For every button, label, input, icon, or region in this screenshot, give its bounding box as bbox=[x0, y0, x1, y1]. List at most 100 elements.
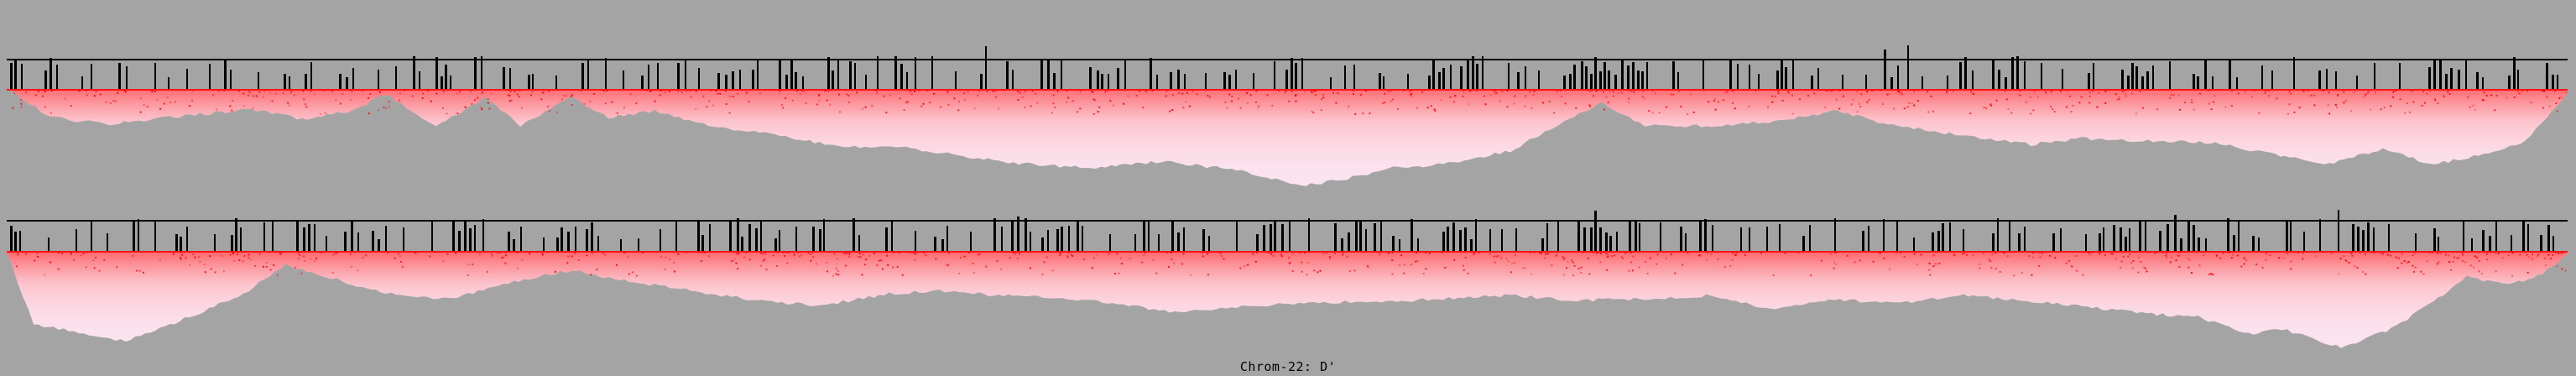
ld-cell bbox=[519, 90, 521, 92]
snp-marker bbox=[2517, 70, 2519, 89]
ld-cell bbox=[2480, 273, 2483, 275]
snp-marker bbox=[14, 60, 17, 89]
ld-cell bbox=[2096, 106, 2099, 108]
ld-cell bbox=[1927, 111, 1930, 113]
snp-marker bbox=[1749, 65, 1750, 89]
ld-cell bbox=[947, 252, 950, 254]
snp-marker bbox=[1998, 70, 2000, 89]
ld-cell bbox=[109, 102, 112, 105]
ld-cell bbox=[2118, 98, 2120, 101]
ld-cell bbox=[2258, 112, 2261, 114]
ld-cell bbox=[2467, 96, 2469, 98]
snp-marker bbox=[1949, 222, 1951, 251]
snp-marker bbox=[1124, 60, 1126, 89]
ld-cell bbox=[1066, 254, 1069, 257]
ld-cell bbox=[2032, 91, 2035, 93]
ld-cell bbox=[1311, 91, 1313, 94]
ld-cell bbox=[1748, 105, 1750, 107]
snp-marker bbox=[1947, 76, 1948, 89]
ld-cell bbox=[508, 100, 511, 102]
snp-marker bbox=[1660, 222, 1661, 251]
ld-cell bbox=[1410, 93, 1412, 96]
snp-marker bbox=[2482, 77, 2484, 89]
ld-cell bbox=[275, 92, 278, 95]
ld-cell bbox=[759, 92, 761, 95]
snp-marker bbox=[1383, 76, 1384, 89]
ld-cell bbox=[695, 90, 697, 92]
ld-cell bbox=[901, 274, 904, 276]
snp-marker bbox=[1097, 70, 1099, 89]
ld-cell bbox=[324, 112, 326, 114]
ld-cell bbox=[889, 94, 891, 97]
ld-cell bbox=[1143, 254, 1145, 257]
ld-cell bbox=[2066, 106, 2068, 108]
ld-cell bbox=[1468, 103, 1470, 106]
ld-cell bbox=[2556, 110, 2558, 112]
ld-cell bbox=[1916, 100, 1919, 102]
snp-marker bbox=[849, 61, 852, 89]
ld-cell bbox=[2403, 260, 2406, 262]
ld-cell bbox=[2244, 258, 2246, 260]
ld-cell bbox=[2334, 103, 2337, 106]
ld-cell bbox=[1633, 91, 1635, 93]
ld-cell bbox=[302, 90, 305, 92]
ld-cell bbox=[529, 94, 532, 97]
snp-marker bbox=[1359, 222, 1362, 251]
ld-cell bbox=[2502, 257, 2504, 259]
ld-cell bbox=[2519, 253, 2521, 256]
ld-cell bbox=[180, 258, 182, 261]
ld-cell bbox=[635, 102, 638, 105]
ld-cell bbox=[248, 91, 251, 93]
ld-cell bbox=[16, 252, 18, 254]
ld-cell bbox=[1416, 252, 1418, 254]
snp-marker bbox=[2335, 71, 2337, 89]
snp-marker bbox=[1270, 224, 1272, 251]
snp-marker bbox=[1476, 64, 1478, 89]
ld-cell bbox=[2120, 260, 2123, 263]
ld-cell bbox=[1642, 90, 1645, 92]
ld-cell bbox=[697, 252, 700, 254]
ld-cell bbox=[1114, 273, 1116, 274]
snp-marker bbox=[2286, 220, 2288, 251]
ld-cell bbox=[2146, 270, 2148, 273]
ld-cell bbox=[156, 98, 159, 101]
ld-cell bbox=[276, 274, 279, 277]
ld-cell bbox=[799, 93, 801, 96]
ld-cell bbox=[303, 255, 305, 258]
snp-marker bbox=[648, 65, 649, 89]
ld-cell bbox=[339, 102, 342, 105]
ld-cell bbox=[242, 105, 245, 107]
ld-cell bbox=[1553, 112, 1556, 114]
ld-cell bbox=[812, 256, 815, 258]
ld-cell bbox=[1317, 271, 1319, 274]
ld-cell bbox=[2365, 93, 2367, 96]
ld-cell bbox=[415, 253, 417, 255]
ld-cell bbox=[1786, 91, 1789, 92]
ld-cell bbox=[1270, 253, 1273, 255]
snp-marker bbox=[1515, 228, 1517, 251]
ld-cell bbox=[1994, 252, 1996, 254]
ld-cell bbox=[490, 253, 493, 255]
ld-cell bbox=[1365, 90, 1367, 92]
ld-cell bbox=[37, 255, 39, 258]
ld-cell bbox=[1171, 94, 1174, 97]
ld-cell bbox=[139, 111, 142, 113]
ld-cell bbox=[379, 91, 381, 93]
ld-cell bbox=[1391, 273, 1394, 275]
ld-cell bbox=[571, 104, 573, 106]
ld-cell bbox=[1165, 90, 1168, 92]
ld-cell bbox=[2050, 105, 2052, 107]
ld-cell bbox=[114, 100, 117, 102]
snp-marker bbox=[779, 230, 780, 251]
ld-cell bbox=[1291, 91, 1293, 92]
ld-cell bbox=[2532, 258, 2534, 260]
snp-marker bbox=[1467, 60, 1469, 89]
snp-marker bbox=[1183, 227, 1185, 251]
ld-cell bbox=[2482, 99, 2485, 101]
ld-cell bbox=[2310, 94, 2313, 97]
ld-cell bbox=[2232, 253, 2234, 256]
ld-cell bbox=[2378, 252, 2380, 254]
ld-cell bbox=[935, 258, 937, 260]
ld-cell bbox=[2439, 253, 2442, 255]
ld-cell bbox=[1151, 90, 1154, 92]
